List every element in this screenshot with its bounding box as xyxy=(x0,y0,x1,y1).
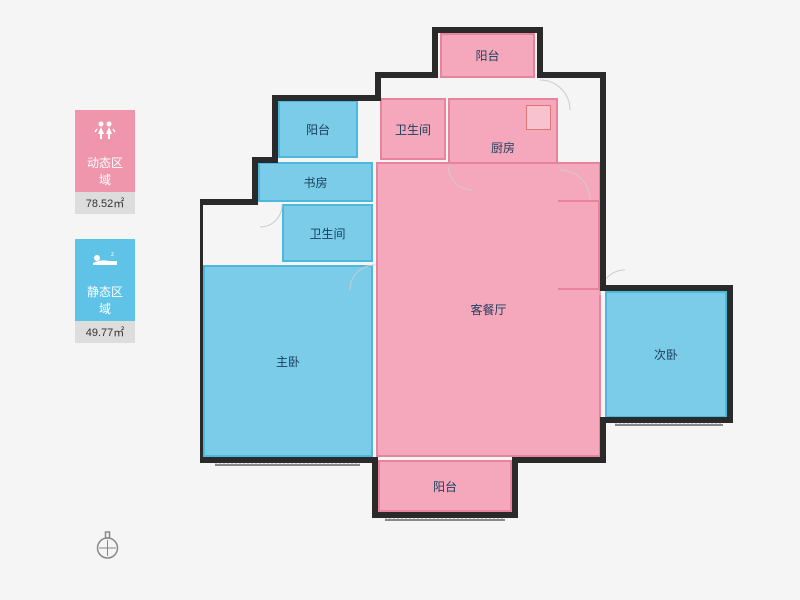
room-label: 阳台 xyxy=(306,121,330,138)
room-balcony-bottom: 阳台 xyxy=(378,460,512,512)
legend-static: z 静态区域 49.77㎡ xyxy=(75,239,135,343)
room-label: 阳台 xyxy=(475,47,499,64)
room-label: 卫生间 xyxy=(395,121,431,138)
room-balcony-left: 阳台 xyxy=(278,100,358,158)
kitchen-appliance xyxy=(526,105,551,130)
floorplan: 阳台 厨房 卫生间 阳台 书房 卫生间 主卧 客餐厅 次卧 阳台 xyxy=(200,20,780,580)
legend-dynamic-value: 78.52㎡ xyxy=(75,192,135,214)
legend-static-value: 49.77㎡ xyxy=(75,321,135,343)
sleep-icon: z xyxy=(91,251,119,267)
svg-text:z: z xyxy=(111,252,114,258)
room-label: 客餐厅 xyxy=(470,301,506,318)
room-second-bedroom: 次卧 xyxy=(605,291,727,418)
room-label: 阳台 xyxy=(433,478,457,495)
room-study: 书房 xyxy=(258,162,373,202)
legend-dynamic-icon-box xyxy=(75,110,135,150)
room-label: 卫生间 xyxy=(309,225,345,242)
legend: 动态区域 78.52㎡ z 静态区域 49.77㎡ xyxy=(75,110,135,368)
people-icon xyxy=(93,120,117,140)
room-label: 主卧 xyxy=(276,353,300,370)
legend-static-icon-box: z xyxy=(75,239,135,279)
compass-icon xyxy=(95,530,120,555)
window-indicator xyxy=(385,513,505,521)
window-indicator xyxy=(615,418,723,426)
legend-dynamic: 动态区域 78.52㎡ xyxy=(75,110,135,214)
room-bathroom1: 卫生间 xyxy=(380,98,446,160)
room-living-extension xyxy=(558,200,600,290)
legend-dynamic-label: 动态区域 xyxy=(75,150,135,192)
room-label: 次卧 xyxy=(654,346,678,363)
room-label: 厨房 xyxy=(491,139,515,156)
room-master-bedroom: 主卧 xyxy=(203,265,373,457)
window-indicator xyxy=(215,458,360,466)
room-label: 书房 xyxy=(303,174,327,191)
room-balcony-top: 阳台 xyxy=(440,33,535,78)
legend-static-label: 静态区域 xyxy=(75,279,135,321)
room-bathroom2: 卫生间 xyxy=(282,204,373,262)
